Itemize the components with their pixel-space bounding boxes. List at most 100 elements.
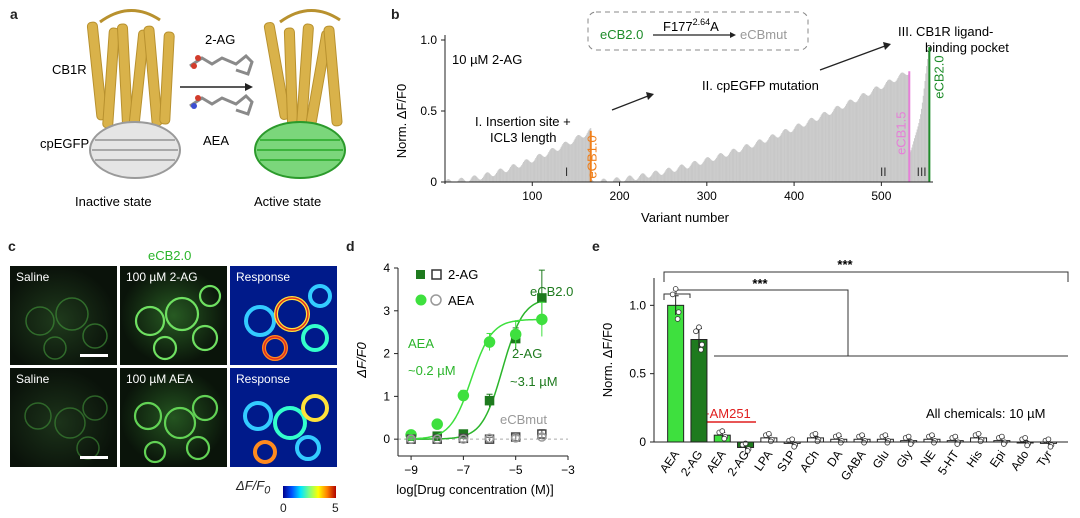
x-tick-label: Ado <box>1008 447 1032 473</box>
colorbar-sub: 0 <box>264 484 271 497</box>
x-tick-label: ACh <box>797 448 822 475</box>
sample-dot <box>1047 443 1054 450</box>
sample-dot <box>859 432 865 438</box>
segment-label: I <box>565 165 568 179</box>
data-point <box>431 418 443 430</box>
sample-dot <box>744 448 751 454</box>
x-tick-label: DA <box>824 448 845 470</box>
mutation-box <box>587 11 809 51</box>
sample-dot <box>882 432 889 438</box>
significance-2: *** <box>752 276 768 291</box>
antagonist-label: +AM251 <box>702 406 751 421</box>
inactive-receptor-icon <box>86 9 175 129</box>
panel-d-chart: 2-AG AEA AEA ~0.2 µM 2-AG ~3.1 µM eCB2.0… <box>354 261 575 497</box>
sample-dot <box>789 436 795 443</box>
x-tick-label: 500 <box>871 189 891 203</box>
sample-dot <box>669 291 676 298</box>
fit-curve-eCB2.0 2-AG <box>405 299 546 440</box>
scale-bar <box>80 354 108 357</box>
data-point <box>484 395 495 406</box>
data-point <box>406 434 416 444</box>
y-axis-label: Norm. ΔF/F0 <box>394 84 409 158</box>
sample-dot <box>674 316 681 322</box>
sample-dot <box>884 439 891 446</box>
tile-label: Saline <box>16 372 50 386</box>
mutation-residue: F177 <box>663 19 693 34</box>
sample-dot <box>975 431 982 437</box>
colorbar-label-text: ΔF/F <box>236 478 265 493</box>
panel-c-title: eCB2.0 <box>148 248 192 263</box>
y-tick-label: 1.0 <box>629 298 646 312</box>
sample-dot <box>696 324 702 330</box>
mutation-from: eCB2.0 <box>600 27 643 42</box>
marker-label-eCB1.0: eCB1.0 <box>585 135 600 178</box>
x-tick-label: 100 <box>522 189 542 203</box>
ligand-aea-label: AEA <box>203 133 229 148</box>
x-tick-label: −5 <box>509 463 523 477</box>
sample-dot <box>837 439 844 446</box>
sample-dot <box>835 432 842 438</box>
x-tick-label: S1P <box>774 448 798 475</box>
y-tick-label: 0.5 <box>629 367 646 381</box>
data-point <box>537 432 547 442</box>
ligand-2ag-icon <box>189 53 254 76</box>
x-tick-label: GABA <box>838 448 869 483</box>
sample-dot <box>929 432 935 438</box>
image-2ag: 100 µM 2-AG <box>120 266 227 365</box>
sample-dot <box>952 433 959 440</box>
sample-dot <box>672 286 679 292</box>
sample-dot <box>699 341 705 348</box>
x-tick-label: NE <box>917 448 938 470</box>
mutation-suffix: A <box>710 19 719 34</box>
annot-aea: AEA <box>408 336 434 351</box>
x-tick-label: Epi <box>987 448 1008 470</box>
panel-b-label: b <box>391 6 400 22</box>
tile-label: Saline <box>16 270 50 284</box>
condition-label: 10 µM 2-AG <box>452 52 522 67</box>
step1b-label: ICL3 length <box>490 130 557 145</box>
x-tick-label: 2-AG <box>678 448 706 479</box>
mutation-superscript: 2.64 <box>693 17 711 27</box>
bar-2-AG <box>690 339 708 443</box>
data-point <box>536 313 548 326</box>
step2-label: II. cpEGFP mutation <box>702 78 819 93</box>
panel-a-structure: CB1R cpEGFP Inactive state 2-AG AEA Acti… <box>40 9 346 209</box>
colorbar <box>283 486 336 498</box>
x-axis-label: log[Drug concentration (M)] <box>396 482 554 497</box>
y-tick-label: 1 <box>383 389 390 403</box>
legend-aea-open-icon <box>430 294 442 306</box>
sample-dot <box>931 439 937 446</box>
x-tick-label: 200 <box>610 189 630 203</box>
panel-d-label: d <box>346 238 355 254</box>
data-point <box>483 336 496 348</box>
y-axis-label: Norm. ΔF/F0 <box>600 323 615 397</box>
annot-ecb2: eCB2.0 <box>530 284 573 299</box>
step3-label: III. CB1R ligand- <box>898 24 993 39</box>
x-axis-label: Variant number <box>641 210 730 225</box>
tile-label: 100 µM 2-AG <box>126 270 198 284</box>
progress-arrow-1-icon <box>611 92 654 111</box>
x-tick-label: −9 <box>404 463 418 477</box>
sample-dot <box>719 428 726 434</box>
y-axis-label: ΔF/F0 <box>354 342 369 379</box>
progress-arrow-2-icon <box>819 42 891 71</box>
x-tick-label: Glu <box>870 448 892 471</box>
image-response-1: Response <box>230 266 337 365</box>
marker-label-eCB2.0: eCB2.0 <box>931 55 946 98</box>
segment-label: III <box>917 165 927 179</box>
significance-bracket-2 <box>663 289 1068 357</box>
x-tick-label: 400 <box>784 189 804 203</box>
legend: 2-AG AEA <box>415 267 478 308</box>
tile-label: 100 µM AEA <box>126 372 193 386</box>
sample-dot <box>791 443 797 450</box>
image-saline-2: Saline <box>10 368 117 467</box>
x-tick-label: Gly <box>893 448 915 471</box>
x-tick-label: −7 <box>457 463 471 477</box>
all-chemicals-note: All chemicals: 10 µM <box>926 406 1045 421</box>
colorbar-max: 5 <box>332 501 339 515</box>
y-tick-label: 0 <box>430 175 437 189</box>
scale-bar <box>80 456 108 459</box>
legend-2ag-open-icon <box>431 269 442 280</box>
y-tick-label: 4 <box>383 261 390 275</box>
ligand-2ag-label: 2-AG <box>205 32 235 47</box>
